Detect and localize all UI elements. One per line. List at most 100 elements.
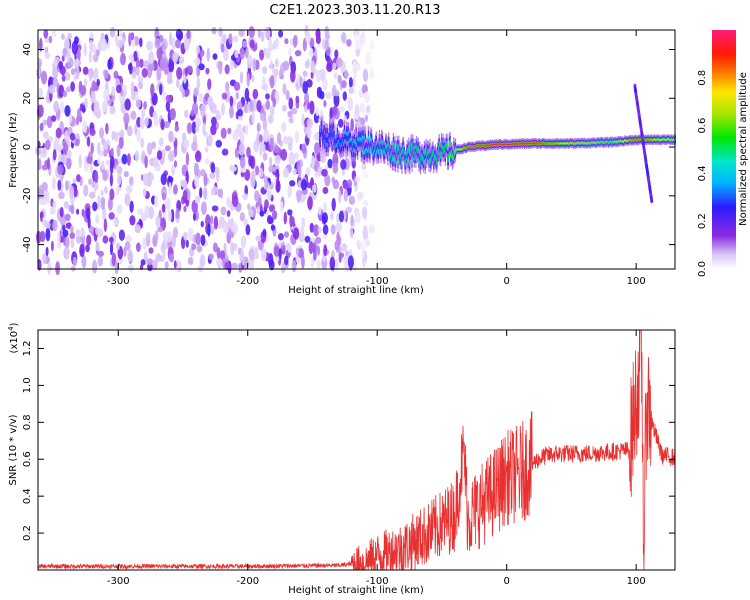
spectrogram-noise-cell xyxy=(292,168,297,176)
spectrogram-trace-cell xyxy=(425,148,427,153)
spectrogram-noise-cell xyxy=(137,75,143,84)
spectrogram-noise-cell xyxy=(128,62,133,75)
spectrogram-noise-cell xyxy=(165,94,172,102)
spectrogram-noise-cell xyxy=(100,196,106,206)
spectrogram-trace-cell xyxy=(604,140,606,143)
spectrogram-noise-cell xyxy=(283,135,289,145)
spectrogram-trace-cell xyxy=(475,144,478,147)
spectrogram-noise-cell xyxy=(195,232,201,246)
spectrogram-noise-cell xyxy=(329,107,333,121)
spectrogram-noise-cell xyxy=(334,240,340,251)
spectrogram-noise-cell xyxy=(212,242,218,253)
spectrogram-noise-cell xyxy=(184,67,188,77)
spectrogram-noise-cell xyxy=(288,117,294,124)
spectrogram-noise-cell xyxy=(324,25,330,38)
spectrogram-trace-cell xyxy=(555,142,557,145)
spectrogram-trace-cell xyxy=(628,140,630,142)
spectrogram-trace-cell xyxy=(437,148,439,153)
spectrogram-trace-cell xyxy=(391,150,393,155)
spectrogram-trace-cell xyxy=(661,139,663,141)
spectrogram-noise-cell xyxy=(167,70,173,85)
spectrogram-noise-cell xyxy=(239,212,245,222)
spectrogram-trace-cell xyxy=(461,148,463,151)
spectrogram-trace-cell xyxy=(472,145,474,148)
spectrogram-noise-cell xyxy=(265,48,271,60)
spectrogram-noise-cell xyxy=(323,244,328,257)
spectrogram-noise-cell xyxy=(312,157,316,166)
spectrogram-noise-cell xyxy=(47,264,53,272)
spectrogram-trace-cell xyxy=(545,142,547,145)
spectrogram-noise-cell xyxy=(62,224,66,232)
spectrogram-trace-cell xyxy=(634,138,636,141)
spectrogram-noise-cell xyxy=(259,49,265,61)
spectrogram-trace-cell xyxy=(427,151,429,155)
spectrogram-trace-cell xyxy=(626,139,628,142)
x-tick-label: 0 xyxy=(503,576,509,587)
spectrogram-noise-cell xyxy=(240,235,247,249)
spectrogram-trace-cell xyxy=(545,142,547,145)
spectrogram-noise-cell xyxy=(83,43,87,57)
spectrogram-trace-cell xyxy=(384,150,386,154)
spectrogram-noise-cell xyxy=(103,218,108,233)
spectrogram-noise-cell xyxy=(321,168,328,177)
spectrogram-trace-cell xyxy=(621,140,624,143)
spectrogram-noise-cell xyxy=(205,67,210,75)
spectrogram-noise-cell xyxy=(101,160,105,170)
spectrogram-noise-cell xyxy=(291,259,297,273)
spectrogram-trace-cell xyxy=(454,150,456,155)
spectrogram-noise-cell xyxy=(315,236,322,244)
spectrogram-noise-cell xyxy=(332,62,337,71)
spectrogram-noise-cell xyxy=(278,248,282,260)
spectrogram-noise-cell xyxy=(269,59,273,70)
spectrogram-noise-cell xyxy=(172,51,179,64)
spectrogram-trace-cell xyxy=(442,143,444,148)
spectrogram-noise-cell xyxy=(332,162,339,174)
spectrogram-noise-cell xyxy=(278,69,284,77)
spectrogram-noise-cell xyxy=(248,26,255,38)
spectrogram-noise-cell xyxy=(190,109,195,117)
spectrogram-trace-cell xyxy=(633,139,635,142)
spectrogram-noise-cell xyxy=(263,128,269,143)
spectrogram-trace-cell xyxy=(566,142,568,144)
spectrogram-trace-cell xyxy=(433,156,436,160)
spectrogram-trace-cell xyxy=(562,142,565,145)
spectrogram-trace-cell xyxy=(670,138,673,140)
spectrogram-trace-cell xyxy=(489,143,492,145)
spectrogram-noise-cell xyxy=(296,189,302,199)
spectrogram-trace-cell xyxy=(486,144,488,146)
spectrogram-trace-cell xyxy=(382,148,384,152)
spectrogram-noise-cell xyxy=(64,213,71,222)
spectrogram-trace-cell xyxy=(578,142,580,144)
spectrogram-noise-cell xyxy=(191,121,197,134)
spectrogram-trace-cell xyxy=(600,141,602,143)
spectrogram-noise-cell xyxy=(78,154,82,169)
spectrogram-noise-cell xyxy=(230,241,235,256)
spectrogram-trace-cell xyxy=(594,141,596,144)
spectrogram-noise-cell xyxy=(361,206,368,219)
spectrogram-trace-cell xyxy=(480,144,482,147)
spectrogram-x-ticks: -300 -200 -100 0 100 xyxy=(107,30,646,287)
spectrogram-noise-cell xyxy=(154,230,159,242)
spectrogram-trace-cell xyxy=(396,145,398,150)
spectrogram-noise-cell xyxy=(318,206,322,216)
spectrogram-trace-cell xyxy=(477,144,479,147)
spectrogram-noise-cell xyxy=(269,204,276,212)
spectrogram-trace-cell xyxy=(403,152,405,157)
spectrogram-y-label: Frequency (Hz) xyxy=(8,112,19,188)
spectrogram-trace-cell xyxy=(597,141,599,143)
spectrogram-trace-cell xyxy=(368,147,370,152)
spectrogram-noise-cell xyxy=(194,175,200,188)
spectrogram-trace-cell xyxy=(629,139,631,141)
spectrogram-trace-cell xyxy=(464,147,466,149)
spectrogram-trace-cell xyxy=(673,138,675,141)
spectrogram-noise-cell xyxy=(335,222,342,233)
spectrogram-trace-cell xyxy=(437,152,439,157)
spectrogram-noise-cell xyxy=(350,214,354,227)
spectrogram-noise-cell xyxy=(55,127,62,139)
spectrogram-trace-cell xyxy=(381,139,383,144)
spectrogram-noise-cell xyxy=(247,203,251,211)
spectrogram-trace-cell xyxy=(653,138,655,141)
spectrogram-trace-cell xyxy=(649,138,652,141)
spectrogram-noise-cell xyxy=(59,206,64,218)
spectrogram-trace-cell xyxy=(597,141,599,143)
